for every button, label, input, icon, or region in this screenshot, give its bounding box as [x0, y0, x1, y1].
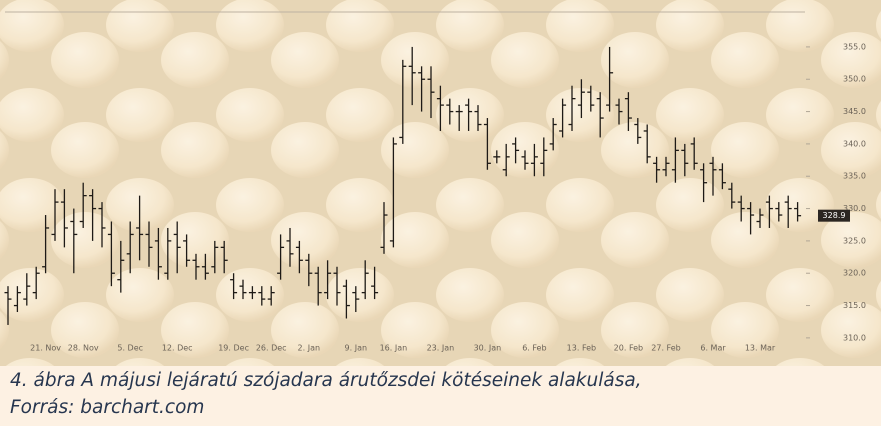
- x-tick-label: 2. Jan: [298, 344, 321, 353]
- chart: 310.0 315.0 320.0 325.0 330.0 335.0 340.0 345.0…: [0, 0, 881, 366]
- y-tick-label: 345.0: [843, 107, 866, 116]
- x-tick-label: 27. Feb: [651, 344, 680, 353]
- y-tick-label: 335.0: [843, 172, 866, 181]
- x-tick-label: 6. Feb: [522, 344, 546, 353]
- x-tick-label: 9. Jan: [345, 344, 368, 353]
- x-tick-label: 6. Mar: [700, 344, 726, 353]
- x-tick-label: 5. Dec: [117, 344, 143, 353]
- x-tick-label: 16. Jan: [380, 344, 408, 353]
- y-tick-label: 325.0: [843, 236, 866, 245]
- caption-source: Forrás: barchart.com: [10, 397, 205, 418]
- x-tick-label: 20. Feb: [614, 344, 643, 353]
- y-tick-label: 355.0: [843, 42, 866, 51]
- y-tick-label: 330.0: [843, 204, 866, 213]
- y-tick-label: 340.0: [843, 139, 866, 148]
- y-tick-label: 315.0: [843, 301, 866, 310]
- x-tick-label: 13. Feb: [567, 344, 596, 353]
- y-tick-label: 350.0: [843, 75, 866, 84]
- last-price-box: [818, 209, 850, 222]
- background-veil: [0, 0, 881, 366]
- x-tick-label: 13. Mar: [745, 344, 776, 353]
- x-tick-label: 28. Nov: [68, 344, 99, 353]
- y-tick-label: 310.0: [843, 333, 866, 342]
- caption-line: 4. ábra A májusi lejáratú szójadara árut…: [10, 370, 642, 391]
- x-tick-label: 19. Dec: [218, 344, 249, 353]
- background: [0, 0, 881, 366]
- y-tick-label: 320.0: [843, 269, 866, 278]
- x-tick-label: 23. Jan: [427, 344, 455, 353]
- last-price-label: 328.9: [823, 211, 846, 220]
- x-tick-label: 21. Nov: [30, 344, 61, 353]
- x-tick-label: 26. Dec: [256, 344, 287, 353]
- x-tick-label: 12. Dec: [162, 344, 193, 353]
- x-tick-label: 30. Jan: [474, 344, 502, 353]
